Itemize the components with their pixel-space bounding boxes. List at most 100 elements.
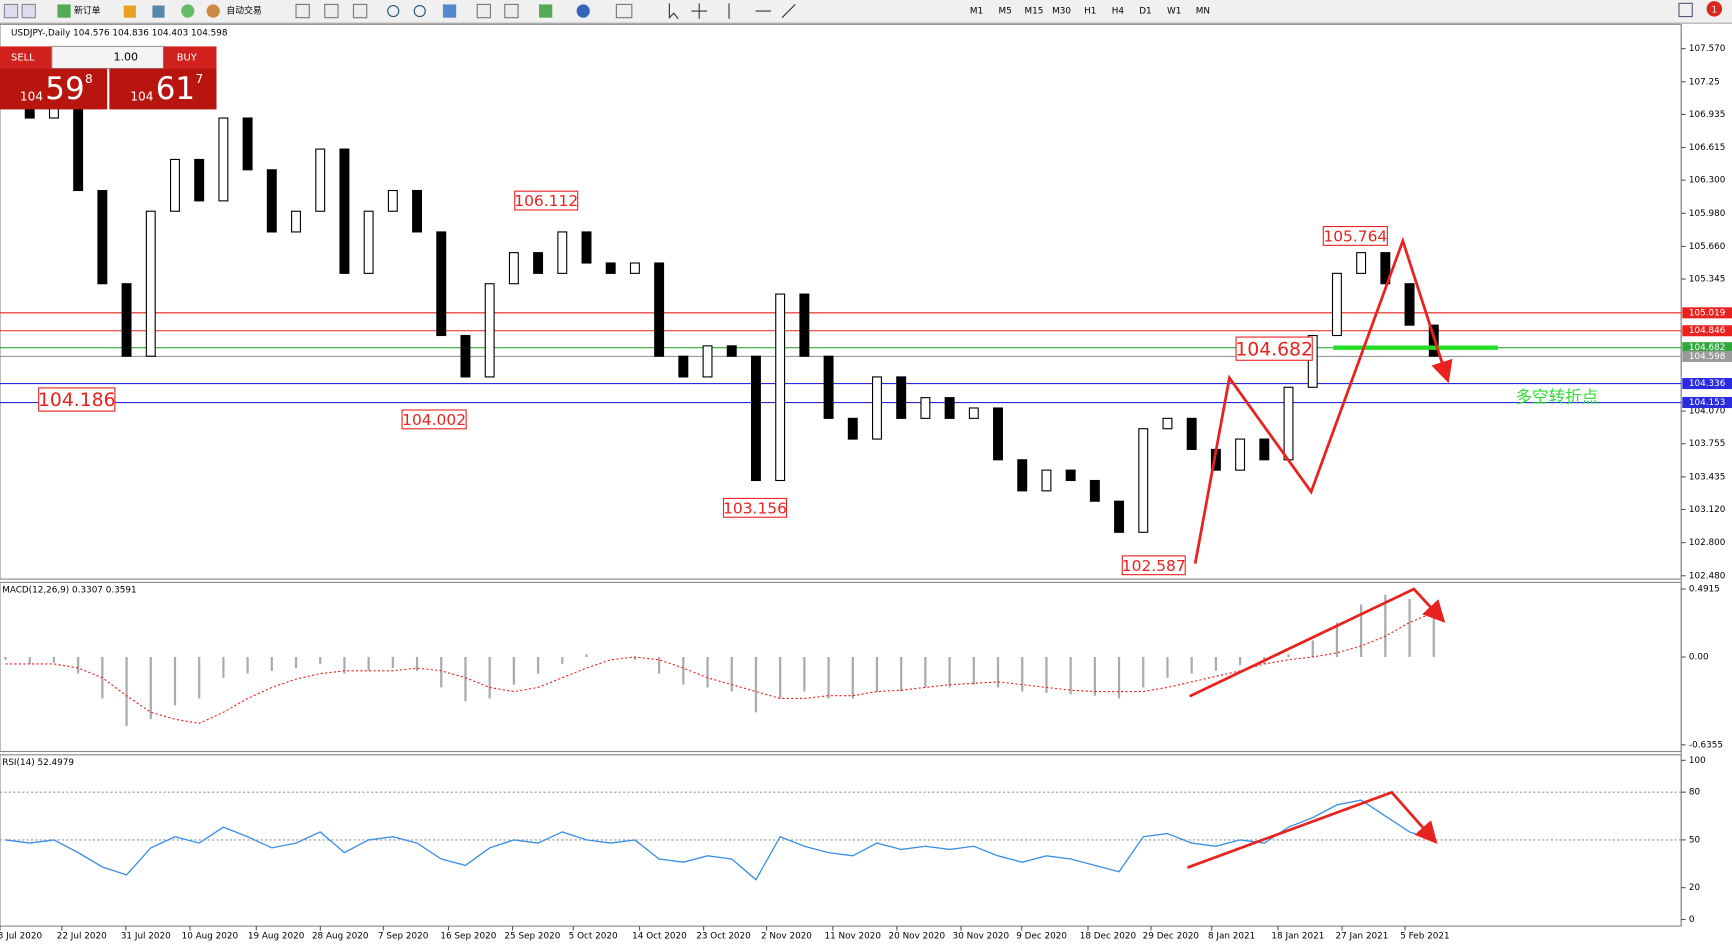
price-level-label: 105.019 — [1689, 308, 1726, 318]
y-tick-label: -0.6355 — [1689, 740, 1723, 750]
timeframe-button[interactable]: M15 — [1024, 7, 1043, 17]
annotation: 103.156 — [723, 499, 787, 517]
candle — [291, 210, 301, 233]
buy-price-box[interactable] — [109, 68, 217, 110]
sell-price-box[interactable] — [0, 68, 108, 110]
candle — [605, 262, 616, 274]
candle — [533, 252, 544, 274]
sell-button[interactable] — [0, 46, 52, 69]
candle — [266, 169, 277, 233]
y-tick-label: 0 — [1689, 915, 1695, 925]
trend-arrow — [1193, 236, 1453, 564]
y-tick-label: 106.615 — [1689, 143, 1726, 153]
annotation-box — [1121, 555, 1186, 576]
icon-trendline[interactable] — [781, 4, 796, 19]
notification-badge[interactable] — [1706, 1, 1723, 17]
icon[interactable] — [152, 5, 165, 18]
icon-zoom-in[interactable] — [387, 4, 400, 18]
lots-input[interactable] — [51, 45, 165, 70]
candle — [1259, 438, 1270, 461]
candle — [1331, 272, 1342, 337]
icon — [3, 3, 19, 19]
price-level-tag — [1682, 325, 1732, 337]
candle — [872, 376, 882, 440]
icon[interactable] — [295, 3, 310, 19]
icon[interactable] — [615, 3, 633, 19]
icon[interactable] — [539, 4, 553, 18]
timeframe-button[interactable]: D1 — [1139, 7, 1151, 17]
x-tick-label: 5 Oct 2020 — [569, 932, 618, 942]
candle — [1380, 252, 1391, 285]
notification-count: 1 — [1712, 5, 1718, 15]
icon-search[interactable] — [1678, 2, 1693, 18]
annotation: 105.764 — [1323, 228, 1387, 246]
annotation: 104.682 — [1235, 339, 1313, 360]
icon[interactable] — [21, 3, 36, 19]
icon[interactable] — [352, 3, 368, 19]
candle — [508, 252, 519, 285]
buy-button[interactable] — [163, 46, 217, 69]
x-tick-label: 18 Dec 2020 — [1080, 932, 1137, 942]
timeframe-button[interactable]: M5 — [999, 7, 1012, 17]
y-tick-label: 0.00 — [1689, 652, 1709, 662]
x-tick-label: 22 Jul 2020 — [57, 932, 107, 942]
x-tick-label: 20 Nov 2020 — [889, 932, 946, 942]
arrows — [1186, 236, 1453, 869]
candle — [436, 231, 447, 337]
timeframe-button[interactable]: M30 — [1052, 7, 1071, 17]
price-level-label: 104.153 — [1689, 398, 1726, 408]
price-level-label: 104.682 — [1689, 343, 1726, 353]
icon[interactable] — [181, 4, 195, 18]
icon[interactable] — [504, 3, 519, 19]
y-tick-label: 102.480 — [1689, 571, 1726, 581]
y-tick-label: 106.300 — [1689, 176, 1726, 186]
lots-value[interactable]: 1.00 — [114, 50, 139, 63]
icon[interactable] — [324, 3, 339, 19]
sell-label[interactable]: SELL — [11, 52, 35, 63]
candle — [799, 293, 810, 357]
icon-auto-trading[interactable] — [206, 4, 220, 18]
icon-zoom-out[interactable] — [413, 4, 426, 18]
icon[interactable] — [442, 4, 457, 18]
candle — [484, 283, 495, 378]
annotation-box — [1322, 226, 1388, 246]
price-level-tag — [1682, 378, 1732, 390]
icon[interactable] — [476, 3, 491, 19]
price-level-label: 104.846 — [1689, 326, 1726, 336]
macd-pane — [0, 581, 1682, 753]
new-order-label[interactable]: 新订单 — [74, 5, 101, 17]
candle — [339, 148, 350, 274]
main-header: USDJPY-,Daily 104.576 104.836 104.403 10… — [11, 29, 228, 39]
annotation: 104.186 — [38, 390, 116, 411]
icon[interactable] — [123, 5, 136, 18]
candle — [315, 148, 326, 212]
main-chart: 107.570 107.25 106.935 106.615 106.300 105.98… — [0, 44, 1732, 942]
rsi-chart: 100 80 50 20 0 — [0, 756, 1706, 925]
candle — [170, 158, 180, 212]
timeframe-button[interactable]: MN — [1196, 7, 1210, 17]
icon[interactable] — [576, 4, 590, 18]
x-tick-label: 23 Oct 2020 — [696, 932, 751, 942]
y-tick-label: 20 — [1689, 883, 1701, 893]
macd-header: MACD(12,26,9) 0.3307 0.3591 — [2, 586, 136, 596]
candle — [629, 262, 640, 274]
timeframe-button[interactable]: W1 — [1167, 7, 1181, 17]
timeframe-button[interactable]: M1 — [970, 7, 983, 17]
timeframe-button[interactable]: H1 — [1084, 7, 1096, 17]
candle — [750, 355, 761, 482]
candle — [920, 397, 931, 419]
candle — [823, 355, 834, 419]
macd-arrow — [1189, 587, 1446, 698]
macd-signal — [5, 612, 1434, 724]
buy-label[interactable]: BUY — [177, 52, 198, 63]
icon-new-order[interactable] — [57, 4, 71, 18]
auto-trading-label[interactable]: 自动交易 — [226, 5, 261, 17]
y-tick-label: 107.570 — [1689, 44, 1726, 54]
x-tick-label: 8 Jan 2021 — [1208, 932, 1255, 942]
icon-crosshair[interactable] — [691, 3, 707, 19]
timeframe-button[interactable]: H4 — [1112, 7, 1125, 17]
icon-cursor[interactable] — [668, 3, 679, 20]
candle — [1089, 479, 1100, 502]
candle — [1186, 417, 1197, 450]
